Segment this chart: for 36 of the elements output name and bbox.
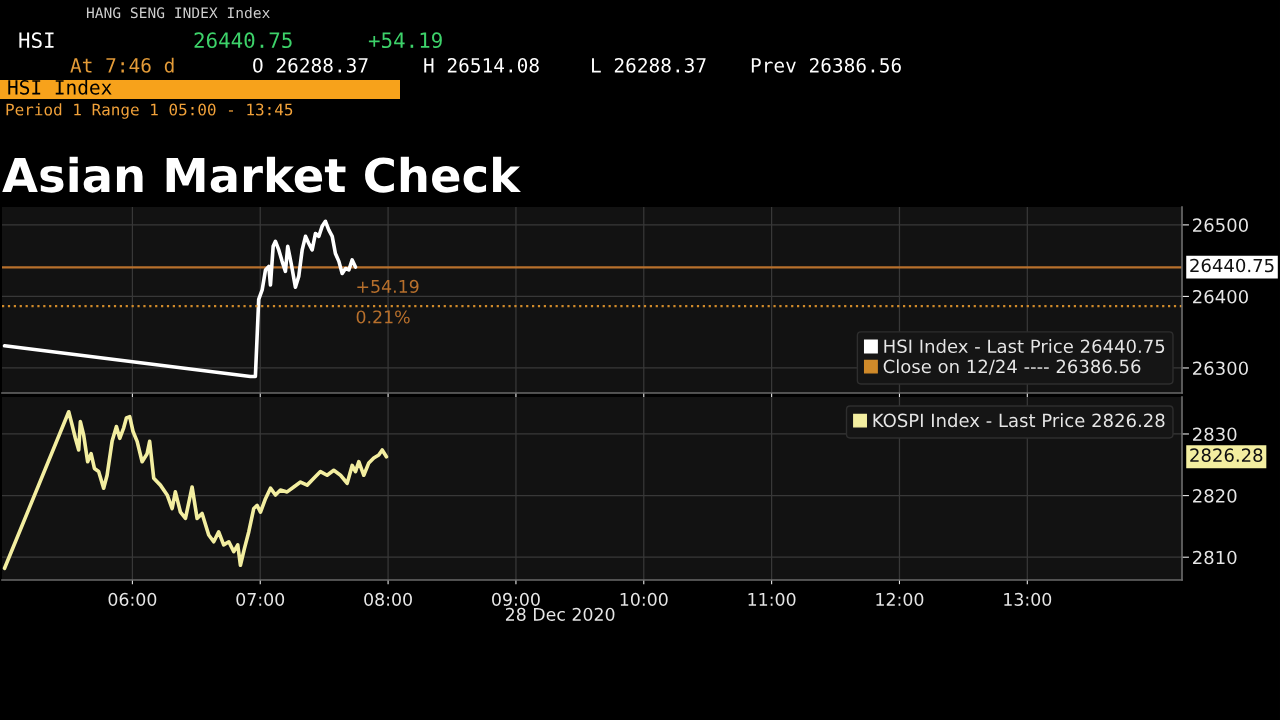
x-tick-label: 11:00: [748, 592, 796, 606]
chart-title: Asian Market Check: [2, 156, 521, 193]
y-tick-label: 2830: [1193, 427, 1237, 442]
x-tick-label: 07:00: [236, 592, 285, 606]
text: At 7:46 d: [70, 57, 174, 73]
legend-label: KOSPI Index - Last Price 2826.28: [873, 413, 1165, 428]
text: HSI Index: [8, 79, 112, 95]
y-tick-label: 2820: [1193, 489, 1237, 503]
x-tick-label: 10:00: [620, 592, 668, 606]
text: HANG SENG INDEX Index: [86, 6, 270, 19]
y-tick-label: 2810: [1193, 550, 1237, 565]
x-tick-label: 13:00: [1004, 592, 1052, 606]
y-tick-label: 26400: [1193, 289, 1248, 304]
text: +54.19: [368, 32, 442, 49]
text: L 26288.37: [592, 57, 706, 73]
text: Period 1 Range 1 05:00 - 13:45: [6, 103, 293, 119]
x-tick-label: 12:00: [876, 592, 924, 606]
text: 2826.28: [1190, 448, 1263, 463]
annotation: 0.21%: [356, 310, 410, 324]
text: 26440.75: [194, 32, 292, 49]
legend-label: HSI Index - Last Price 26440.75: [884, 339, 1165, 354]
x-tick-label: 09:00: [492, 592, 540, 606]
line-series: [2, 219, 358, 379]
legend-label: Close on 12/24 ---- 26386.56: [883, 359, 1141, 375]
text: Prev 26386.56: [751, 57, 901, 73]
x-tick-label: 06:00: [108, 592, 157, 606]
x-axis-title: 28 Dec 2020: [505, 607, 615, 621]
text: 26440.75: [1190, 258, 1274, 273]
text: HSI: [19, 32, 54, 49]
text: H 26514.08: [424, 57, 539, 73]
x-tick-label: 08:00: [364, 592, 412, 606]
y-tick-label: 26500: [1193, 218, 1248, 232]
y-tick-label: 26300: [1193, 361, 1248, 376]
annotation: +54.19: [357, 279, 419, 293]
text: O 26288.37: [253, 57, 368, 73]
line-series: [2, 409, 389, 571]
